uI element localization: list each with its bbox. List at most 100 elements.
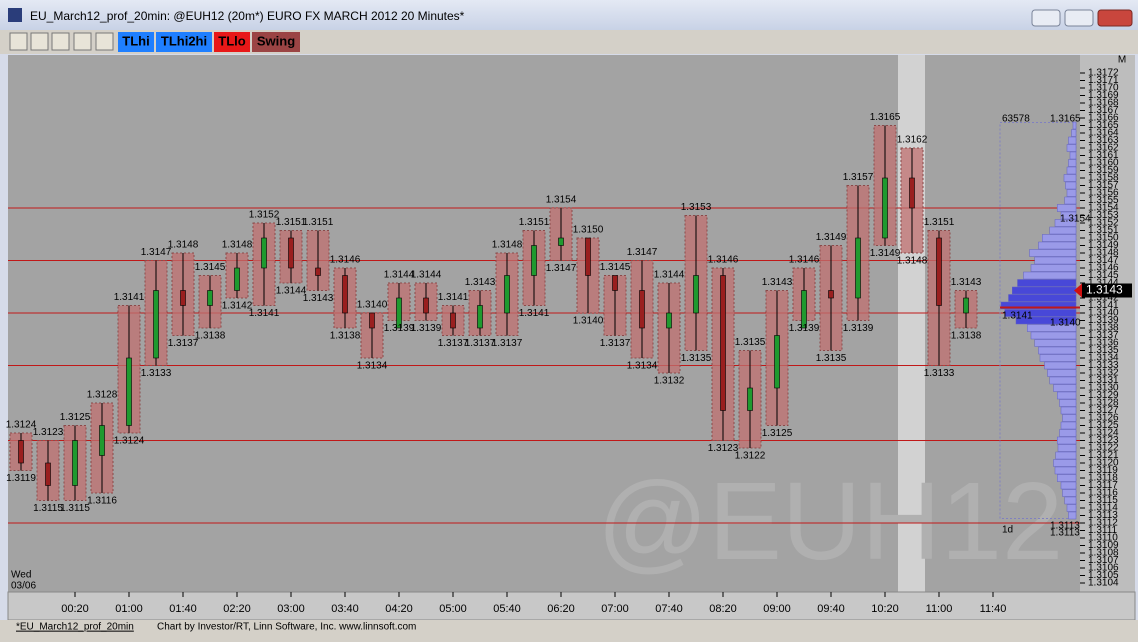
high-label: 1.3151	[303, 217, 334, 228]
tool-icon[interactable]	[51, 32, 70, 51]
candle-body	[693, 275, 699, 314]
x-tick-label: 10:20	[871, 603, 899, 615]
profile-bar	[1060, 481, 1077, 490]
candle-body	[342, 275, 348, 314]
y-tick-label: 1.3142	[1088, 293, 1119, 304]
watermark: @EUH12	[597, 460, 1063, 583]
y-tick-label: 1.3104	[1088, 578, 1119, 589]
profile-total: 63578	[1002, 114, 1030, 125]
x-tick-label: 08:20	[709, 603, 737, 615]
low-label: 1.3122	[735, 451, 766, 462]
high-label: 1.3162	[897, 135, 928, 146]
low-label: 1.3138	[195, 331, 226, 342]
profile-poc-right: 1.3140	[1050, 318, 1081, 329]
low-label: 1.3139	[384, 323, 415, 334]
profile-bar	[1049, 226, 1077, 235]
y-tick-label: 1.3151	[1088, 225, 1119, 236]
candle-body	[234, 267, 240, 291]
close-button[interactable]	[1097, 9, 1133, 27]
button-label: Swing	[257, 33, 295, 48]
y-tick-label: 1.3120	[1088, 458, 1119, 469]
last-arrow	[1074, 283, 1082, 298]
y-tick-label: 1.3113	[1088, 510, 1118, 521]
tool-icon[interactable]	[30, 32, 49, 51]
low-label: 1.3149	[870, 248, 901, 259]
y-tick-label: 1.3159	[1088, 165, 1119, 176]
high-label: 1.3123	[33, 427, 64, 438]
y-tick-label: 1.3157	[1088, 180, 1119, 191]
profile-bar	[1066, 144, 1077, 152]
y-tick-label: 1.3146	[1088, 263, 1119, 274]
profile-bar	[1030, 331, 1077, 340]
candle-body	[558, 237, 564, 246]
low-label: 1.3137	[465, 338, 496, 349]
high-label: 1.3165	[870, 112, 901, 123]
y-tick-label: 1.3166	[1088, 113, 1119, 124]
high-label: 1.3149	[816, 232, 847, 243]
low-label: 1.3138	[330, 331, 361, 342]
profile-bar	[1066, 504, 1077, 512]
y-tick-label: 1.3161	[1088, 150, 1119, 161]
profile-bar	[1054, 466, 1077, 475]
candle-body	[504, 275, 510, 314]
low-label: 1.3142	[222, 301, 253, 312]
high-label: 1.3128	[87, 390, 118, 401]
high-label: 1.3151	[276, 217, 307, 228]
candle-body	[207, 290, 213, 306]
maximize-button[interactable]	[1064, 9, 1094, 27]
y-tick-label: 1.3172	[1088, 68, 1119, 79]
minimize-button[interactable]	[1031, 9, 1061, 27]
tool-icon[interactable]	[73, 32, 92, 51]
x-tick-label: 02:20	[223, 603, 251, 615]
x-tick-label: 01:00	[115, 603, 143, 615]
profile-bar	[1039, 354, 1077, 362]
candle-body	[882, 177, 888, 239]
profile-bar	[1015, 316, 1077, 325]
y-tick-label: 1.3163	[1088, 135, 1119, 146]
low-label: 1.3137	[168, 338, 199, 349]
x-tick-label: 04:20	[385, 603, 413, 615]
profile-bar	[1068, 159, 1077, 167]
profile-low-2: 1.3113	[1050, 528, 1080, 539]
candle-body	[99, 425, 105, 456]
button[interactable]	[156, 32, 212, 52]
high-label: 1.3140	[357, 300, 388, 311]
tool-icon[interactable]	[9, 32, 28, 51]
candle-body	[747, 387, 753, 411]
y-tick-label: 1.3169	[1088, 90, 1119, 101]
profile-bar	[1042, 234, 1077, 242]
candle-body	[288, 237, 294, 269]
y-tick-label: 1.3164	[1088, 128, 1119, 139]
profile-bar	[1057, 474, 1077, 482]
candle-body	[720, 275, 726, 411]
button[interactable]	[118, 32, 154, 52]
button[interactable]	[252, 32, 300, 52]
high-label: 1.3148	[222, 240, 253, 251]
low-label: 1.3133	[141, 368, 172, 379]
candle-body	[261, 237, 267, 269]
high-label: 1.3148	[492, 240, 523, 251]
candle-body	[531, 245, 537, 276]
high-label: 1.3151	[924, 217, 955, 228]
y-tick-label: 1.3131	[1088, 375, 1119, 386]
high-label: 1.3146	[789, 255, 820, 266]
x-tick-label: 01:40	[169, 603, 197, 615]
x-tick-label: 03:00	[277, 603, 305, 615]
y-tick-label: 1.3114	[1088, 503, 1118, 514]
low-label: 1.3139	[789, 323, 820, 334]
tool-icon[interactable]	[95, 32, 114, 51]
y-tick-label: 1.3109	[1088, 540, 1119, 551]
low-label: 1.3148	[897, 256, 928, 267]
high-label: 1.3152	[249, 210, 280, 221]
profile-bar	[1029, 249, 1077, 257]
candle-body	[126, 357, 132, 426]
title-bar	[0, 0, 1138, 30]
low-label: 1.3125	[762, 428, 793, 439]
button-label: TLhi	[122, 33, 149, 48]
y-tick-label: 1.3126	[1088, 413, 1119, 424]
y-tick-label: 1.3111	[1088, 525, 1118, 536]
button[interactable]	[214, 32, 250, 52]
window-title: EU_March12_prof_20min: @EUH12 (20m*) EUR…	[30, 9, 465, 23]
candle-body	[855, 237, 861, 299]
y-tick-label: 1.3125	[1088, 420, 1119, 431]
